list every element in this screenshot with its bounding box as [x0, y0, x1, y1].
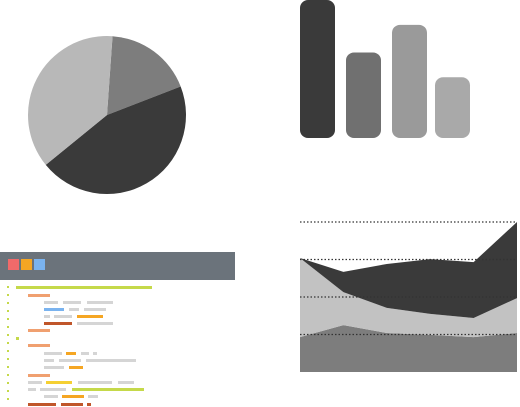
window-button	[21, 259, 32, 270]
bar	[435, 77, 470, 138]
pie-slice	[45, 86, 187, 195]
window-button	[34, 259, 45, 270]
bar	[300, 0, 335, 138]
window-button	[8, 259, 19, 270]
area-layer	[300, 325, 517, 372]
bar	[346, 52, 381, 138]
area-layer	[300, 258, 517, 338]
pie-slice	[107, 36, 181, 116]
pie-slice	[27, 36, 113, 165]
area-layer	[300, 222, 517, 318]
code-lines	[16, 286, 152, 406]
bar	[392, 24, 427, 139]
code-editor	[0, 252, 235, 406]
gutter	[7, 286, 9, 400]
